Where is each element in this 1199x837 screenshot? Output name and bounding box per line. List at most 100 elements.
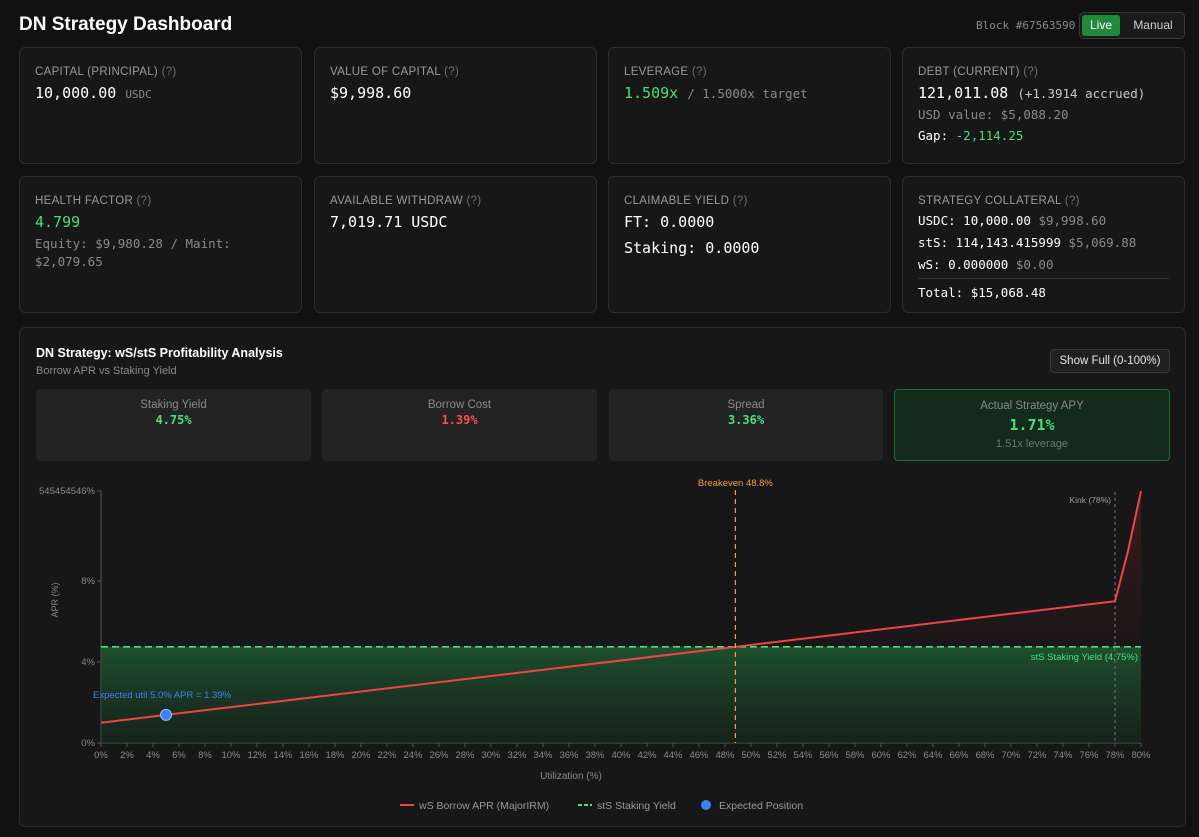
staking-yield-value: 4.75%: [155, 413, 192, 427]
collateral-divider: [918, 278, 1169, 279]
x-tick-label: 38%: [585, 750, 605, 761]
legend-expected-label: Expected Position: [719, 800, 803, 812]
x-tick-label: 8%: [198, 750, 212, 761]
debt-accrued: (+1.3914 accrued): [1017, 86, 1146, 101]
leverage-target: / 1.5000x target: [687, 86, 808, 101]
profitability-panel: DN Strategy: wS/stS Profitability Analys…: [19, 327, 1186, 827]
debt-value: 121,011.08: [918, 84, 1009, 102]
staking-yield-label: Staking Yield: [140, 399, 207, 411]
strategy-collateral-help-icon[interactable]: (?): [1064, 195, 1080, 207]
x-tick-label: 54%: [793, 750, 813, 761]
gap-label: Gap:: [918, 128, 949, 143]
y-tick-label: 0%: [81, 738, 95, 749]
health-factor-label: HEALTH FACTOR: [35, 195, 134, 207]
debt-help-icon[interactable]: (?): [1023, 66, 1039, 78]
y-tick-label: 8%: [81, 576, 95, 587]
debt-usd-value: USD value: $5,088.20: [918, 107, 1069, 122]
sts-amount: 114,143.415999: [955, 235, 1061, 250]
page-title: DN Strategy Dashboard: [19, 14, 233, 35]
kink-label: Kink (78%): [1069, 495, 1111, 505]
x-tick-label: 56%: [819, 750, 839, 761]
staking-line-label: stS Staking Yield (4.75%): [1031, 652, 1138, 663]
x-tick-label: 62%: [897, 750, 917, 761]
legend-borrow-label: wS Borrow APR (MajorIRM): [418, 800, 549, 812]
expected-position-label: Expected util 5.0% APR = 1.39%: [93, 690, 232, 701]
breakeven-label: Breakeven 48.8%: [698, 478, 774, 489]
spread-value: 3.36%: [727, 413, 765, 427]
x-tick-label: 30%: [481, 750, 501, 761]
total-label: Total:: [918, 285, 964, 300]
x-tick-label: 32%: [507, 750, 527, 761]
ws-amount: 0.000000: [948, 257, 1009, 272]
spread-label: Spread: [727, 399, 765, 411]
capital-help-icon[interactable]: (?): [161, 66, 177, 78]
strategy-collateral-label: STRATEGY COLLATERAL: [918, 195, 1062, 207]
value-of-capital-value: $9,998.60: [330, 84, 412, 102]
x-axis-title: Utilization (%): [540, 771, 602, 782]
leverage-card: LEVERAGE (?) 1.509x / 1.5000x target: [608, 47, 891, 164]
x-tick-label: 74%: [1053, 750, 1073, 761]
x-tick-label: 6%: [172, 750, 186, 761]
x-tick-label: 18%: [325, 750, 345, 761]
legend-expected-swatch: [701, 800, 711, 810]
x-tick-label: 12%: [247, 750, 267, 761]
x-tick-label: 80%: [1131, 750, 1151, 761]
x-tick-label: 22%: [377, 750, 397, 761]
x-tick-label: 0%: [94, 750, 108, 761]
y-tick-label: 545454546%: [39, 486, 96, 497]
health-factor-value: 4.799: [35, 213, 81, 231]
x-tick-label: 10%: [221, 750, 241, 761]
available-withdraw-help-icon[interactable]: (?): [466, 195, 482, 207]
total-value: $15,068.48: [970, 285, 1046, 300]
x-tick-label: 16%: [299, 750, 319, 761]
x-tick-label: 4%: [146, 750, 160, 761]
claimable-yield-label: CLAIMABLE YIELD: [624, 195, 730, 207]
claimable-yield-card: CLAIMABLE YIELD (?) FT: 0.0000 Staking: …: [608, 176, 891, 313]
actual-apy-stat: Actual Strategy APY 1.71% 1.51x leverage: [894, 389, 1170, 461]
manual-mode-button[interactable]: Manual: [1133, 18, 1173, 32]
x-tick-label: 46%: [689, 750, 709, 761]
x-tick-label: 34%: [533, 750, 553, 761]
borrow-cost-stat: Borrow Cost 1.39%: [322, 389, 597, 461]
y-axis-title: APR (%): [50, 582, 60, 617]
value-of-capital-help-icon[interactable]: (?): [444, 66, 460, 78]
claimable-yield-help-icon[interactable]: (?): [732, 195, 748, 207]
x-tick-label: 28%: [455, 750, 475, 761]
x-tick-label: 42%: [637, 750, 657, 761]
sts-label: stS:: [918, 235, 949, 250]
leverage-value: 1.509x: [624, 84, 679, 102]
leverage-help-icon[interactable]: (?): [691, 66, 707, 78]
actual-apy-note: 1.51x leverage: [995, 438, 1069, 450]
x-tick-label: 50%: [741, 750, 761, 761]
staking-yield-area: [101, 646, 1141, 743]
ws-label: wS:: [918, 257, 941, 272]
borrow-excess-area: [735, 491, 1141, 647]
x-tick-label: 52%: [767, 750, 787, 761]
health-factor-help-icon[interactable]: (?): [136, 195, 152, 207]
usdc-label: USDC:: [918, 213, 956, 228]
mode-toggle: Live Manual: [1079, 12, 1185, 39]
x-tick-label: 2%: [120, 750, 134, 761]
debt-label: DEBT (CURRENT): [918, 66, 1020, 78]
x-tick-label: 24%: [403, 750, 423, 761]
health-factor-detail: Equity: $9,980.28 / Maint: $2,079.65: [35, 236, 231, 269]
leverage-label: LEVERAGE: [624, 66, 689, 78]
value-of-capital-label: VALUE OF CAPITAL: [330, 66, 441, 78]
health-factor-card: HEALTH FACTOR (?) 4.799 Equity: $9,980.2…: [19, 176, 302, 313]
x-tick-label: 64%: [923, 750, 943, 761]
available-withdraw-label: AVAILABLE WITHDRAW: [330, 195, 463, 207]
block-number: Block #67563590: [976, 19, 1076, 32]
x-tick-label: 60%: [871, 750, 891, 761]
x-tick-label: 26%: [429, 750, 449, 761]
claimable-staking: Staking: 0.0000: [624, 239, 760, 257]
actual-apy-value: 1.71%: [1009, 416, 1055, 434]
sts-usd: $5,069.88: [1068, 235, 1137, 250]
x-tick-label: 70%: [1001, 750, 1021, 761]
show-full-button[interactable]: Show Full (0-100%): [1050, 349, 1170, 373]
gap-value: -2,114.25: [955, 128, 1024, 143]
x-tick-label: 68%: [975, 750, 995, 761]
staking-yield-stat: Staking Yield 4.75%: [36, 389, 311, 461]
live-mode-button[interactable]: Live: [1082, 15, 1120, 36]
legend-staking-label: stS Staking Yield: [597, 800, 676, 812]
